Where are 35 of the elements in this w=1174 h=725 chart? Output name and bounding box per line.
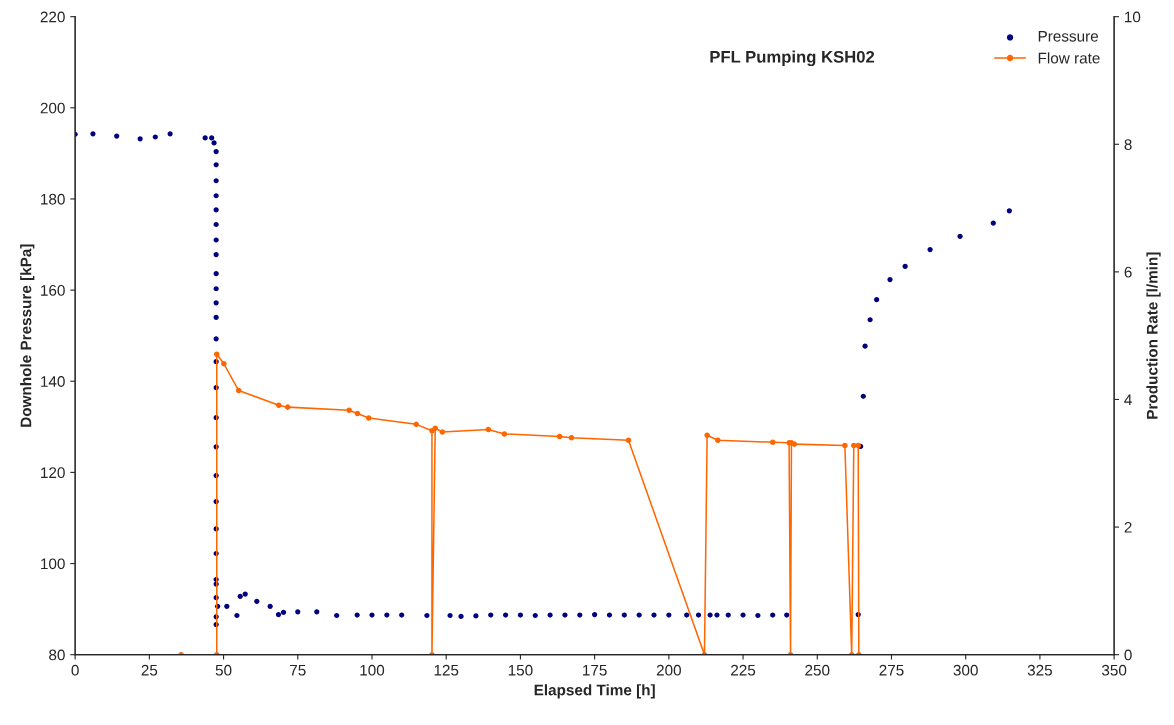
y-tick-label: 100 bbox=[41, 558, 65, 570]
legend-label: Flow rate bbox=[1038, 52, 1100, 64]
x-tick-label: 250 bbox=[805, 664, 830, 676]
y-tick-label: 160 bbox=[41, 284, 65, 296]
x-tick-label: 325 bbox=[1027, 664, 1053, 676]
x-tick-label: 125 bbox=[434, 664, 459, 676]
text: PFL Pumping KSH02 bbox=[710, 50, 875, 67]
y-tick-label: 140 bbox=[41, 376, 65, 387]
x-tick-label: 225 bbox=[731, 664, 756, 676]
y-tick-label: 120 bbox=[41, 467, 65, 479]
x-tick-label: 150 bbox=[508, 664, 533, 676]
x-tick-label: 75 bbox=[290, 664, 306, 676]
y-axis-title: Downhole Pressure [kPa] bbox=[20, 244, 35, 427]
x-tick-label: 275 bbox=[879, 664, 904, 676]
x-tick-label: 350 bbox=[1101, 664, 1127, 676]
x-tick-label: 175 bbox=[583, 664, 607, 676]
y-tick-label: 180 bbox=[41, 193, 65, 205]
y-tick-label: 200 bbox=[40, 102, 65, 114]
y2-tick-label: 6 bbox=[1124, 266, 1132, 278]
y2-tick-label: 0 bbox=[1124, 649, 1132, 661]
x-tick-label: 50 bbox=[215, 664, 232, 676]
x-tick-label: 0 bbox=[71, 664, 79, 676]
y-tick-label: 220 bbox=[40, 11, 65, 23]
x-tick-label: 200 bbox=[656, 664, 681, 676]
y2-tick-label: 10 bbox=[1125, 11, 1141, 23]
legend-label: Pressure bbox=[1038, 30, 1099, 42]
x-tick-label: 25 bbox=[141, 664, 158, 676]
x-tick-label: 100 bbox=[360, 664, 385, 676]
y-tick-label: 80 bbox=[49, 649, 65, 661]
y2-tick-label: 2 bbox=[1124, 521, 1132, 533]
x-axis-title: Elapsed Time [h] bbox=[534, 684, 655, 699]
y2-tick-label: 4 bbox=[1124, 394, 1132, 406]
y2-axis-title: Production Rate [l/min] bbox=[1146, 252, 1161, 419]
x-tick-label: 300 bbox=[953, 664, 978, 676]
y2-tick-label: 8 bbox=[1124, 139, 1132, 150]
